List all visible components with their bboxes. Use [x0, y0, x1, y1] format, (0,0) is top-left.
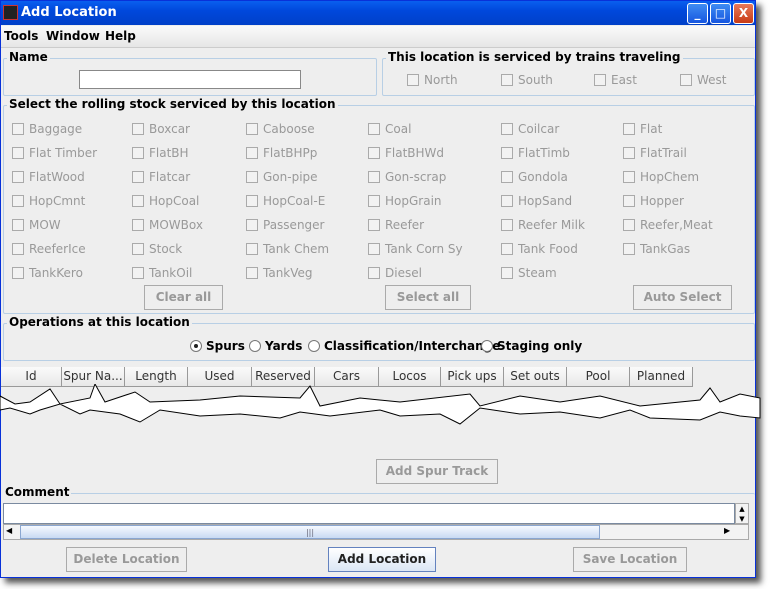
auto-select-button[interactable]: Auto Select [633, 285, 732, 310]
column-header[interactable]: Set outs [504, 367, 567, 387]
close-button[interactable]: X [733, 3, 754, 24]
directions-label: This location is serviced by trains trav… [386, 50, 683, 64]
rolling-stock-checkbox[interactable]: FlatBHWd [368, 146, 444, 160]
east-checkbox[interactable]: East [594, 73, 637, 87]
rolling-stock-checkbox[interactable]: Flat Timber [12, 146, 97, 160]
column-header[interactable]: Planned [630, 367, 693, 387]
rolling-stock-checkbox[interactable]: FlatTimb [501, 146, 570, 160]
column-header[interactable]: Reserved [252, 367, 315, 387]
rolling-stock-checkbox[interactable]: Gon-pipe [246, 170, 318, 184]
rolling-stock-checkbox[interactable]: Stock [132, 242, 182, 256]
rolling-stock-checkbox[interactable]: Steam [501, 266, 557, 280]
comment-textarea[interactable] [3, 503, 735, 524]
rolling-stock-checkbox[interactable]: MOW [12, 218, 61, 232]
menu-bar: Tools Window Help [1, 26, 755, 48]
rolling-stock-checkbox[interactable]: Caboose [246, 122, 315, 136]
horizontal-scrollbar[interactable]: ◀ ||| ▶ [3, 524, 749, 540]
select-all-button[interactable]: Select all [385, 285, 471, 310]
rolling-stock-checkbox[interactable]: HopSand [501, 194, 572, 208]
column-header[interactable]: Pick ups [441, 367, 504, 387]
column-header[interactable]: Pool [567, 367, 630, 387]
add-location-button[interactable]: Add Location [328, 547, 436, 572]
operations-label: Operations at this location [7, 315, 192, 329]
rolling-stock-checkbox[interactable]: MOWBox [132, 218, 203, 232]
rolling-stock-checkbox[interactable]: ReeferIce [12, 242, 86, 256]
rolling-stock-checkbox[interactable]: Flat [623, 122, 662, 136]
rolling-stock-checkbox[interactable]: Reefer,Meat [623, 218, 713, 232]
staging-radio[interactable]: Staging only [481, 339, 582, 353]
rolling-stock-checkbox[interactable]: HopCmnt [12, 194, 85, 208]
yards-radio[interactable]: Yards [249, 339, 302, 353]
delete-location-button[interactable]: Delete Location [66, 547, 187, 572]
scroll-right-icon[interactable]: ▶ [724, 526, 731, 535]
comment-label: Comment [3, 485, 72, 499]
scroll-left-icon[interactable]: ◀ [6, 526, 13, 535]
rolling-stock-checkbox[interactable]: HopCoal [132, 194, 199, 208]
rolling-stock-checkbox[interactable]: Baggage [12, 122, 82, 136]
rolling-stock-checkbox[interactable]: Gon-scrap [368, 170, 446, 184]
rolling-stock-checkbox[interactable]: Tank Chem [246, 242, 329, 256]
rolling-stock-checkbox[interactable]: Tank Food [501, 242, 578, 256]
rolling-stock-checkbox[interactable]: Reefer Milk [501, 218, 585, 232]
torn-edge [0, 384, 761, 425]
name-input[interactable] [79, 70, 301, 89]
rolling-stock-checkbox[interactable]: TankOil [132, 266, 192, 280]
menu-window[interactable]: Window [46, 29, 100, 43]
north-checkbox[interactable]: North [407, 73, 458, 87]
rolling-stock-checkbox[interactable]: Tank Corn Sy [368, 242, 463, 256]
rolling-stock-checkbox[interactable]: TankVeg [246, 266, 313, 280]
add-spur-track-button[interactable]: Add Spur Track [376, 459, 498, 484]
menu-help[interactable]: Help [105, 29, 136, 43]
rolling-stock-checkbox[interactable]: HopChem [623, 170, 699, 184]
rolling-stock-checkbox[interactable]: FlatBH [132, 146, 189, 160]
rolling-stock-checkbox[interactable]: Reefer [368, 218, 424, 232]
column-header[interactable]: Locos [379, 367, 441, 387]
rolling-stock-checkbox[interactable]: Hopper [623, 194, 684, 208]
add-location-window: Add Location _ □ X Tools Window Help Nam… [0, 0, 756, 578]
spurs-radio[interactable]: Spurs [190, 339, 245, 353]
rolling-stock-checkbox[interactable]: FlatTrail [623, 146, 687, 160]
vertical-scrollbar[interactable]: ▲ ▼ [735, 503, 749, 524]
south-checkbox[interactable]: South [501, 73, 553, 87]
column-header[interactable]: Spur Na... [62, 367, 125, 387]
rolling-stock-checkbox[interactable]: FlatBHPp [246, 146, 317, 160]
column-header[interactable]: Used [188, 367, 252, 387]
scroll-thumb[interactable]: ||| [20, 525, 600, 539]
maximize-button[interactable]: □ [710, 3, 731, 24]
rolling-stock-checkbox[interactable]: TankKero [12, 266, 83, 280]
app-icon [3, 5, 18, 20]
operations-panel: Operations at this location Spurs Yards … [3, 315, 755, 361]
rolling-stock-checkbox[interactable]: TankGas [623, 242, 690, 256]
rolling-stock-checkbox[interactable]: Gondola [501, 170, 568, 184]
minimize-button[interactable]: _ [687, 3, 708, 24]
name-label: Name [7, 50, 50, 64]
rolling-stock-checkbox[interactable]: Passenger [246, 218, 324, 232]
save-location-button[interactable]: Save Location [573, 547, 687, 572]
menu-tools[interactable]: Tools [4, 29, 39, 43]
directions-panel: This location is serviced by trains trav… [382, 50, 755, 96]
comment-panel: Comment ▲ ▼ ◀ ||| ▶ [3, 485, 755, 541]
classification-radio[interactable]: Classification/Interchange [308, 339, 500, 353]
rolling-stock-label: Select the rolling stock serviced by thi… [7, 97, 338, 111]
column-header[interactable]: Id [1, 367, 62, 387]
rolling-stock-checkbox[interactable]: HopCoal-E [246, 194, 325, 208]
rolling-stock-checkbox[interactable]: Diesel [368, 266, 422, 280]
west-checkbox[interactable]: West [680, 73, 727, 87]
rolling-stock-checkbox[interactable]: FlatWood [12, 170, 85, 184]
column-header[interactable]: Length [125, 367, 188, 387]
rolling-stock-panel: Select the rolling stock serviced by thi… [3, 97, 755, 314]
rolling-stock-checkbox[interactable]: Flatcar [132, 170, 190, 184]
window-title: Add Location [21, 5, 117, 20]
name-panel: Name [3, 50, 377, 96]
column-header[interactable]: Cars [315, 367, 379, 387]
clear-all-button[interactable]: Clear all [144, 285, 223, 310]
rolling-stock-checkbox[interactable]: Coilcar [501, 122, 559, 136]
rolling-stock-checkbox[interactable]: Boxcar [132, 122, 190, 136]
rolling-stock-checkbox[interactable]: HopGrain [368, 194, 442, 208]
title-bar: Add Location _ □ X [1, 1, 755, 25]
rolling-stock-checkbox[interactable]: Coal [368, 122, 411, 136]
